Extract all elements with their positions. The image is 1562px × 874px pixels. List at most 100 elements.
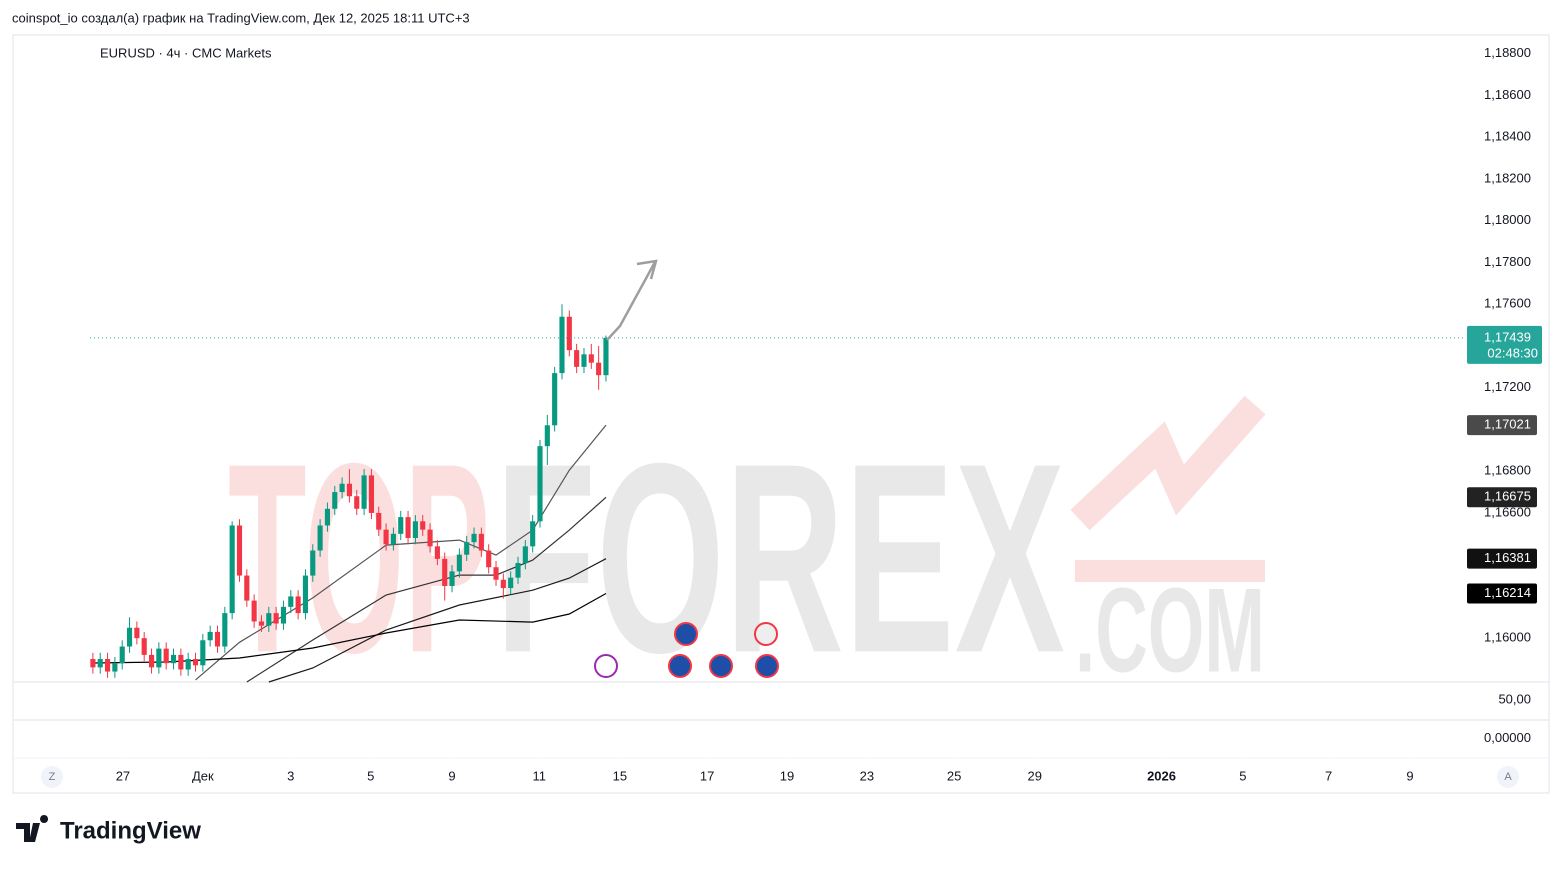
x-tick-label: 27: [116, 768, 130, 783]
brand-name: TradingView: [60, 817, 201, 844]
candle-body: [317, 525, 323, 551]
countdown-label: 02:48:30: [1487, 345, 1538, 360]
candle-body: [148, 654, 155, 668]
candle-body: [405, 517, 411, 538]
scale-button-label[interactable]: Z: [49, 771, 56, 783]
forecast-arrow: [606, 261, 657, 341]
x-tick-label: 7: [1325, 768, 1332, 783]
candle-body: [236, 525, 243, 576]
watermark-part1: TOP: [228, 408, 490, 709]
candle-body: [280, 606, 287, 624]
moving-average: [246, 496, 607, 683]
candle-body: [90, 659, 96, 668]
auto-button[interactable]: [1497, 766, 1519, 788]
x-tick-label: 3: [287, 768, 294, 783]
x-tick-label: 11: [533, 768, 547, 783]
y-tick-label: 1,17800: [1484, 254, 1531, 269]
y-tick-label: 1,17200: [1484, 379, 1531, 394]
candle-body: [229, 525, 235, 614]
candle-body: [112, 663, 118, 672]
ma-value-box: [1467, 415, 1537, 436]
candle-body: [603, 337, 609, 376]
watermark-domain: .COM: [1075, 564, 1265, 698]
y-tick-label: 1,17600: [1484, 296, 1531, 311]
candle-body: [134, 627, 140, 639]
candle-body: [500, 579, 506, 589]
candle-body: [244, 575, 250, 601]
candle-body: [486, 550, 492, 568]
candle-body: [493, 567, 499, 580]
last-price-label: 1,17439: [1484, 329, 1531, 344]
event-icon: [668, 654, 692, 678]
candle-body: [559, 316, 565, 374]
candle-body: [97, 659, 103, 668]
candle-body: [192, 659, 199, 666]
candle-body: [398, 517, 404, 534]
candle-body: [537, 446, 543, 522]
plot-area: [90, 304, 1465, 683]
candle-body: [420, 521, 426, 530]
y-tick-label: 1,18200: [1484, 170, 1531, 185]
ma-value-label: 1,16214: [1484, 585, 1531, 600]
y2-tick-label: 50,00: [1498, 691, 1531, 706]
candle-body: [515, 563, 521, 578]
x-tick-label: 29: [1028, 768, 1042, 783]
y-tick-label: 1,16800: [1484, 463, 1531, 478]
ma-value-label: 1,17021: [1484, 417, 1531, 432]
candle-body: [508, 577, 514, 589]
logo-mark: [16, 815, 49, 842]
candle-body: [156, 648, 162, 668]
candle-body: [368, 475, 374, 513]
candle-body: [354, 496, 360, 509]
candle-body: [581, 354, 587, 367]
candle-body: [295, 596, 301, 614]
candle-body: [383, 529, 389, 545]
candle-body: [574, 350, 580, 367]
event-icon: [594, 654, 618, 678]
y-tick-label: 1,16000: [1484, 630, 1531, 645]
auto-button-label[interactable]: A: [1504, 771, 1512, 783]
candle-body: [332, 492, 338, 509]
chart-frame: [12, 34, 1550, 794]
candle-body: [141, 638, 147, 655]
watermark-arrow: [1070, 395, 1266, 531]
x-tick-label: Дек: [192, 768, 214, 783]
x-tick-label: 17: [700, 768, 714, 783]
ma-value-label: 1,16381: [1484, 550, 1531, 565]
watermark-part2: FOREX: [495, 408, 1066, 709]
candle-body: [442, 558, 448, 586]
watermark: TOP FOREX .COM: [228, 395, 1266, 709]
arrow-head: [636, 259, 658, 280]
candle-body: [588, 354, 594, 363]
candle-body: [427, 529, 433, 547]
y-tick-label: 1,16600: [1484, 504, 1531, 519]
candle-body: [185, 659, 191, 670]
candle-body: [163, 648, 169, 664]
x-tick-label: 9: [1406, 768, 1413, 783]
y-tick-label: 1,18400: [1484, 129, 1531, 144]
candle-body: [200, 640, 206, 666]
candle-body: [346, 483, 352, 497]
event-icon: [674, 622, 698, 646]
candle-body: [302, 575, 309, 614]
scale-button[interactable]: [41, 766, 63, 788]
candle-body: [449, 571, 455, 586]
event-icon: [755, 654, 779, 678]
candle-body: [119, 646, 125, 664]
x-tick-label: 19: [780, 768, 794, 783]
candle-body: [126, 627, 133, 647]
candle-body: [530, 521, 536, 547]
x-tick-label: 25: [947, 768, 961, 783]
ma-value-box: [1467, 583, 1537, 604]
ma-value-box: [1467, 548, 1537, 569]
candle-body: [170, 654, 177, 664]
moving-average: [268, 558, 607, 683]
candle-body: [258, 621, 265, 626]
candle-body: [412, 521, 418, 538]
ma-value-box: [1467, 487, 1537, 508]
ma-value-label: 1,16675: [1484, 489, 1531, 504]
brand-logo: TradingView: [16, 815, 201, 844]
